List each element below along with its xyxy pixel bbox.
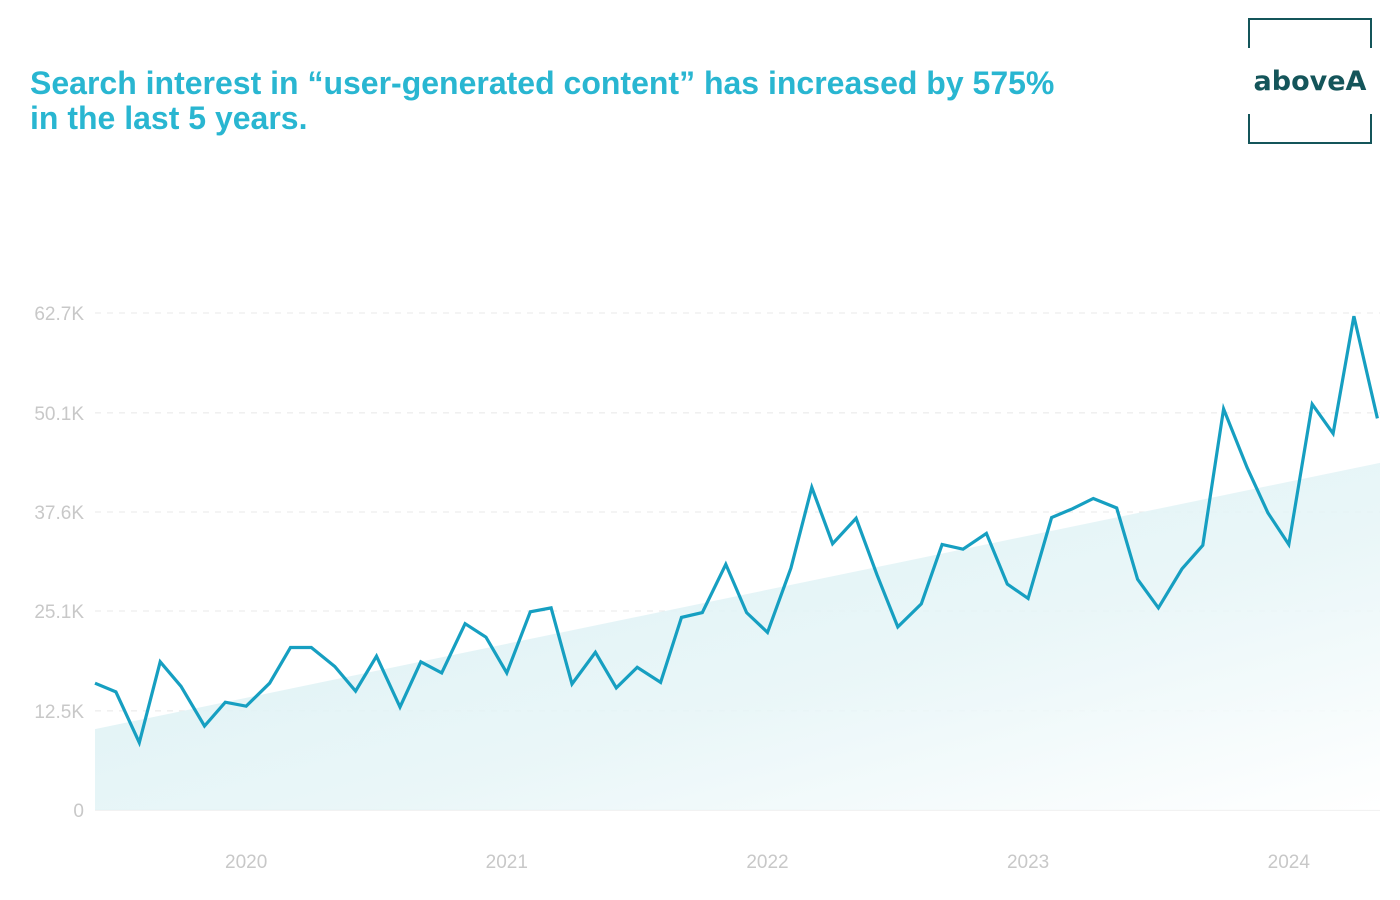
y-tick-label: 62.7K [34, 304, 84, 325]
y-tick-label: 25.1K [34, 602, 84, 623]
y-tick-label: 0 [73, 801, 84, 822]
abovea-logo: aboveA [1248, 18, 1372, 144]
logo-text: aboveA [1248, 66, 1372, 98]
x-axis: 2020 2021 2022 2023 2024 [225, 852, 1310, 873]
trend-area-layer [95, 462, 1380, 810]
trend-area [95, 462, 1380, 810]
chart-title-line-2: in the last 5 years. [30, 100, 308, 136]
x-tick-label: 2023 [1007, 852, 1049, 873]
chart-title: Search interest in “user-generated conte… [30, 66, 1210, 136]
y-tick-label: 50.1K [34, 404, 84, 425]
x-tick-label: 2020 [225, 852, 267, 873]
x-tick-label: 2022 [746, 852, 788, 873]
y-tick-label: 37.6K [34, 503, 84, 524]
y-tick-label: 12.5K [34, 702, 84, 723]
y-axis: 0 12.5K 25.1K 37.6K 50.1K 62.7K [34, 304, 84, 822]
series-line-search-interest [94, 315, 1379, 748]
series-line-layer [94, 315, 1379, 748]
x-tick-label: 2024 [1268, 852, 1311, 873]
x-tick-label: 2021 [486, 852, 528, 873]
chart-title-line-1: Search interest in “user-generated conte… [30, 65, 1055, 101]
